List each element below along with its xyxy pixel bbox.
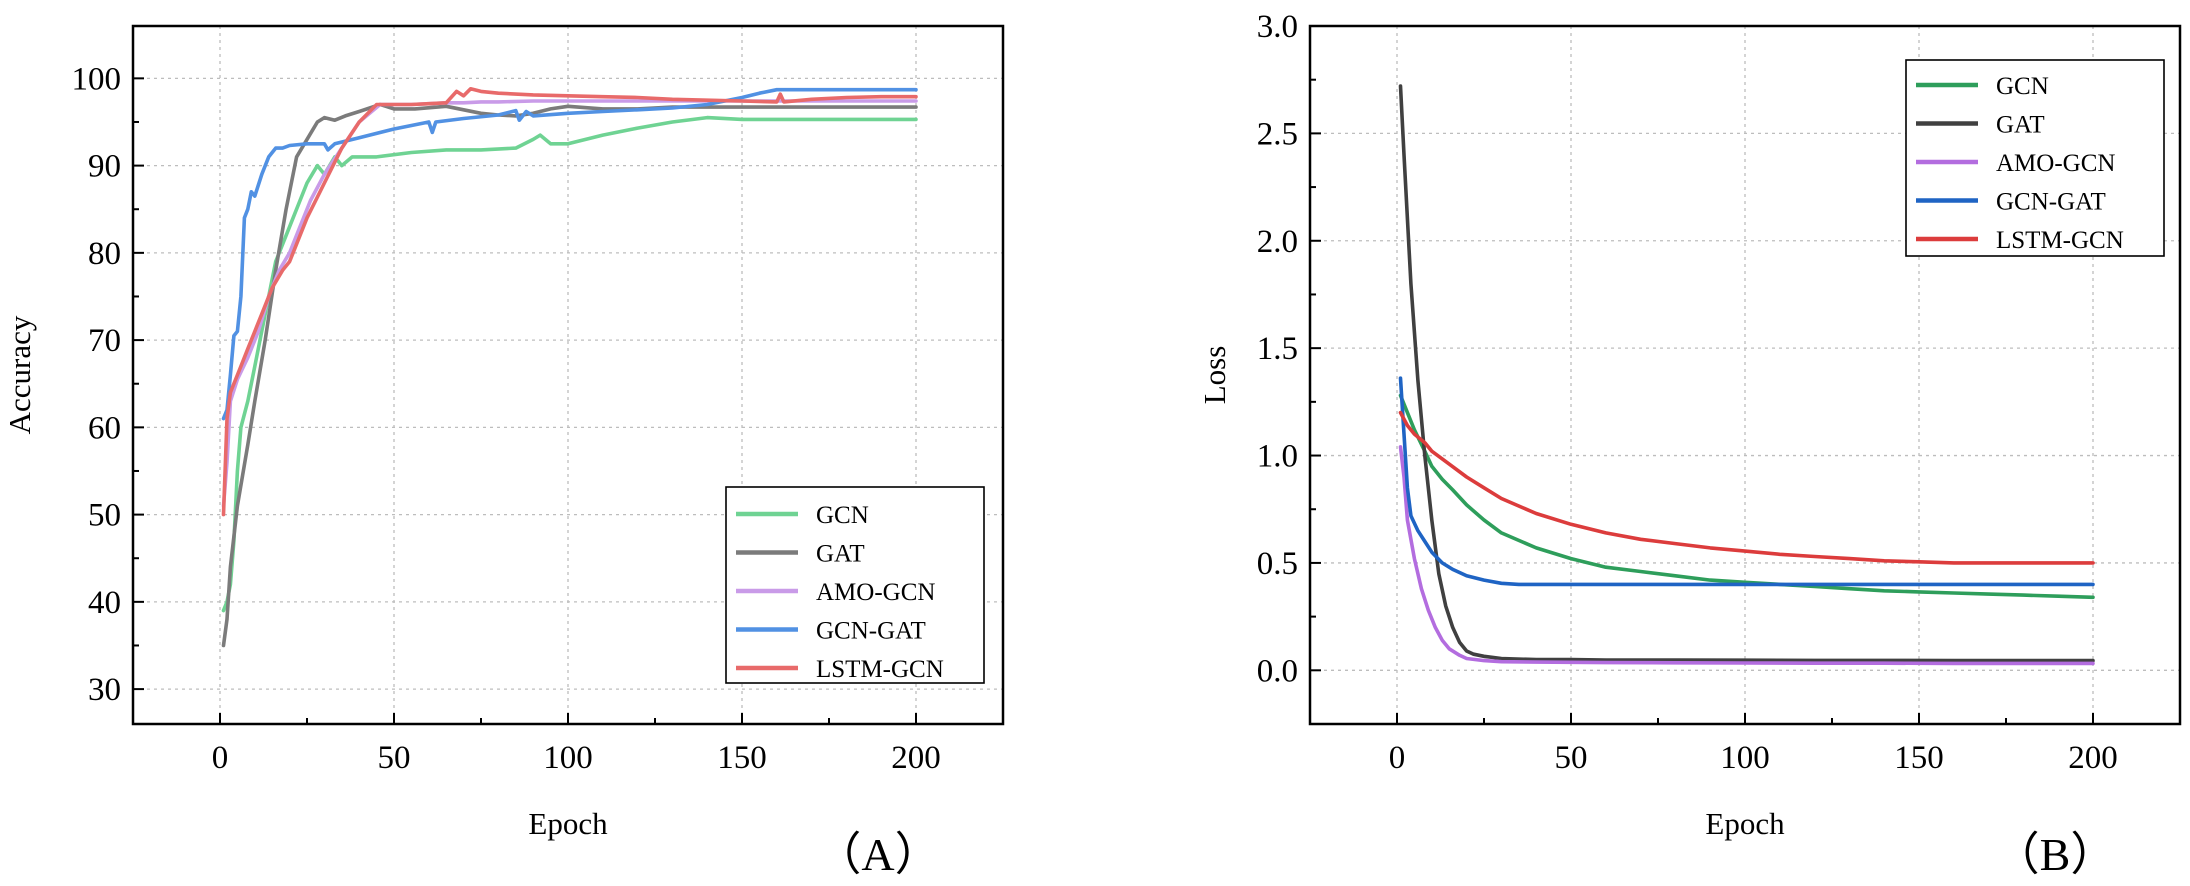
legend-label: GCN [816,502,869,529]
y-tick-label: 70 [88,323,121,359]
y-tick-label: 30 [88,672,121,708]
y-tick-label: 40 [88,585,121,621]
legend-label: AMO-GCN [816,579,935,606]
series-line-gcn-gat [221,87,918,421]
panel-label: （B） [1994,829,2117,880]
x-axis-title: Epoch [1705,806,1785,841]
y-tick-label: 50 [88,498,121,534]
y-tick-label: 100 [72,61,122,97]
legend-label: GAT [1996,112,2045,139]
panel-label: （A） [815,829,940,880]
y-tick-label: 3.0 [1257,9,1298,45]
legend-label: GCN-GAT [816,618,926,645]
series-line-lstm-gcn [221,87,918,517]
y-axis-title: Loss [1197,346,1232,405]
y-tick-label: 0.5 [1257,546,1298,582]
y-tick-label: 1.5 [1257,331,1298,367]
x-tick-label: 100 [1720,740,1770,776]
legend-label: LSTM-GCN [1996,227,2124,254]
legend-label: LSTM-GCN [816,656,944,683]
chart-panel-A: 0 50 100 150 200 30 40 50 60 70 80 90 100 Epoch Accura… [2,24,1005,880]
series-line-amo-gcn [1398,445,2095,666]
series-line-gat [221,102,918,648]
legend-label: GAT [816,541,865,568]
x-tick-label: 150 [717,740,767,776]
series-line-amo-gcn [221,99,918,508]
legend-label: AMO-GCN [1996,150,2115,177]
x-tick-label: 50 [1555,740,1588,776]
series-line-gcn [221,115,918,613]
x-tick-label: 150 [1894,740,1944,776]
series-line-gcn-gat [1398,376,2095,587]
x-tick-label: 0 [212,740,229,776]
y-axis-title: Accuracy [2,315,37,434]
series-line-gcn [1398,393,2095,600]
legend: GCN GAT AMO-GCN GCN-GAT LSTM-GCN [725,486,985,684]
y-tick-label: 2.0 [1257,224,1298,260]
y-tick-label: 1.0 [1257,439,1298,475]
x-tick-label: 50 [378,740,411,776]
legend: GCN GAT AMO-GCN GCN-GAT LSTM-GCN [1905,59,2165,257]
x-axis-title: Epoch [528,806,608,841]
x-tick-label: 0 [1389,740,1406,776]
y-tick-label: 80 [88,236,121,272]
legend-label: GCN [1996,73,2049,100]
x-tick-label: 200 [2068,740,2118,776]
x-tick-label: 100 [543,740,593,776]
legend-box [725,486,985,684]
y-tick-label: 0.0 [1257,653,1298,689]
legend-label: GCN-GAT [1996,189,2106,216]
x-tick-label: 200 [891,740,941,776]
y-tick-label: 90 [88,149,121,185]
legend-box [1905,59,2165,257]
y-tick-label: 60 [88,410,121,446]
series-line-lstm-gcn [1398,410,2095,565]
y-tick-label: 2.5 [1257,116,1298,152]
chart-panel-B: 0 50 100 150 200 0.0 0.5 1.0 1.5 2.0 2.5 3.0 Epoch Lo… [1197,9,2182,880]
